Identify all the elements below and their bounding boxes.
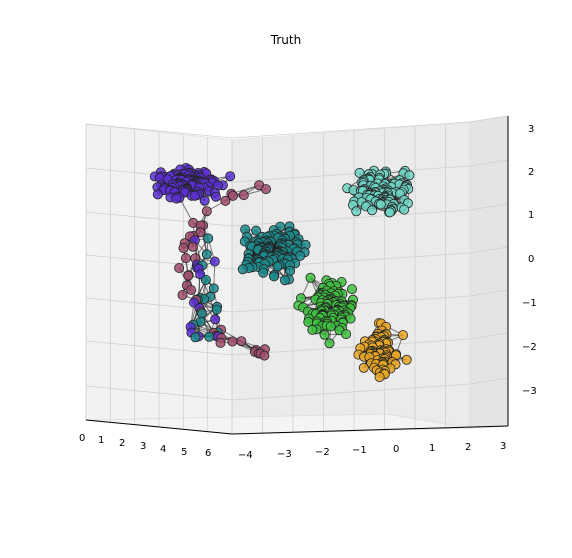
chart-title: Truth xyxy=(270,33,302,47)
x-tick-label: 3 xyxy=(140,441,146,452)
data-point xyxy=(305,272,316,283)
data-point xyxy=(258,267,269,278)
data-point xyxy=(189,190,200,201)
data-point xyxy=(200,274,211,285)
data-point xyxy=(399,204,410,215)
z-tick-label: −1 xyxy=(522,298,537,309)
data-point xyxy=(203,233,214,244)
data-point xyxy=(211,304,222,315)
tick-labels: 0 1 2 3 4 5 6 −4 −3 −2 −1 0 1 2 3 3 2 1 0 −1 −2 −3 xyxy=(79,124,537,461)
data-point xyxy=(209,256,220,267)
data-point xyxy=(210,191,221,202)
z-tick-label: 1 xyxy=(528,210,534,221)
data-point xyxy=(375,199,386,210)
data-point xyxy=(177,289,188,300)
data-point xyxy=(208,283,219,294)
data-point xyxy=(259,350,270,361)
data-point xyxy=(268,271,279,282)
data-point xyxy=(279,275,290,286)
data-points xyxy=(149,162,415,382)
data-point xyxy=(225,171,236,182)
x-tick-label: 1 xyxy=(98,435,104,446)
z-tick-label: 3 xyxy=(528,124,534,135)
data-point xyxy=(199,195,210,206)
grid-line-z xyxy=(85,246,509,270)
data-point xyxy=(285,265,296,276)
data-point xyxy=(220,195,231,206)
y-tick-label: −1 xyxy=(352,445,367,456)
data-point xyxy=(201,249,212,260)
data-point xyxy=(238,190,249,201)
grid-line-z xyxy=(85,115,509,139)
y-tick-label: 0 xyxy=(393,444,399,455)
y-tick-label: 1 xyxy=(429,443,435,454)
data-point xyxy=(183,270,194,281)
data-point xyxy=(346,284,357,295)
data-point xyxy=(374,371,385,382)
data-point xyxy=(324,338,335,349)
data-point xyxy=(152,189,163,200)
data-point xyxy=(237,264,248,275)
axis-lines xyxy=(85,116,509,435)
z-tick-label: 0 xyxy=(528,254,534,265)
x-tick-label: 6 xyxy=(205,448,211,459)
data-point xyxy=(251,225,262,236)
data-point xyxy=(404,170,415,181)
x-axis-line xyxy=(85,419,233,435)
z-tick-label: −2 xyxy=(522,342,537,353)
data-point xyxy=(196,308,207,319)
data-point xyxy=(180,253,191,264)
data-point xyxy=(210,314,221,325)
data-point xyxy=(384,207,395,218)
x-tick-label: 2 xyxy=(119,438,125,449)
data-point xyxy=(190,332,201,343)
data-point xyxy=(174,262,185,273)
grid-line-z xyxy=(85,377,509,401)
x-tick-label: 0 xyxy=(79,433,85,444)
data-point xyxy=(307,324,318,335)
y-tick-label: 3 xyxy=(500,441,506,452)
data-point xyxy=(178,242,189,253)
y-tick-label: −3 xyxy=(277,449,292,460)
z-tick-label: 2 xyxy=(528,167,534,178)
data-point xyxy=(341,329,352,340)
grid-line-z xyxy=(85,332,509,356)
y-tick-label: 2 xyxy=(465,442,471,453)
grid-line-z xyxy=(85,203,509,227)
data-point xyxy=(401,354,412,365)
data-point xyxy=(325,321,336,332)
x-tick-label: 4 xyxy=(160,444,166,455)
data-point xyxy=(351,206,362,217)
data-point xyxy=(358,362,369,373)
data-point xyxy=(397,330,408,341)
axes-panes xyxy=(85,115,509,435)
data-point xyxy=(204,331,215,342)
data-point xyxy=(171,193,182,204)
data-point xyxy=(227,190,238,201)
x-tick-label: 5 xyxy=(181,447,187,458)
z-tick-label: −3 xyxy=(522,386,537,397)
y-axis-line xyxy=(231,425,509,435)
data-point xyxy=(236,336,247,347)
y-tick-label: −4 xyxy=(238,450,253,461)
data-point xyxy=(227,336,238,347)
data-point xyxy=(367,205,378,216)
y-tick-label: −2 xyxy=(315,447,330,458)
data-point xyxy=(186,284,197,295)
data-point xyxy=(201,206,212,217)
data-point xyxy=(215,337,226,348)
data-point xyxy=(319,329,330,340)
data-point xyxy=(187,241,198,252)
data-point xyxy=(260,184,271,195)
